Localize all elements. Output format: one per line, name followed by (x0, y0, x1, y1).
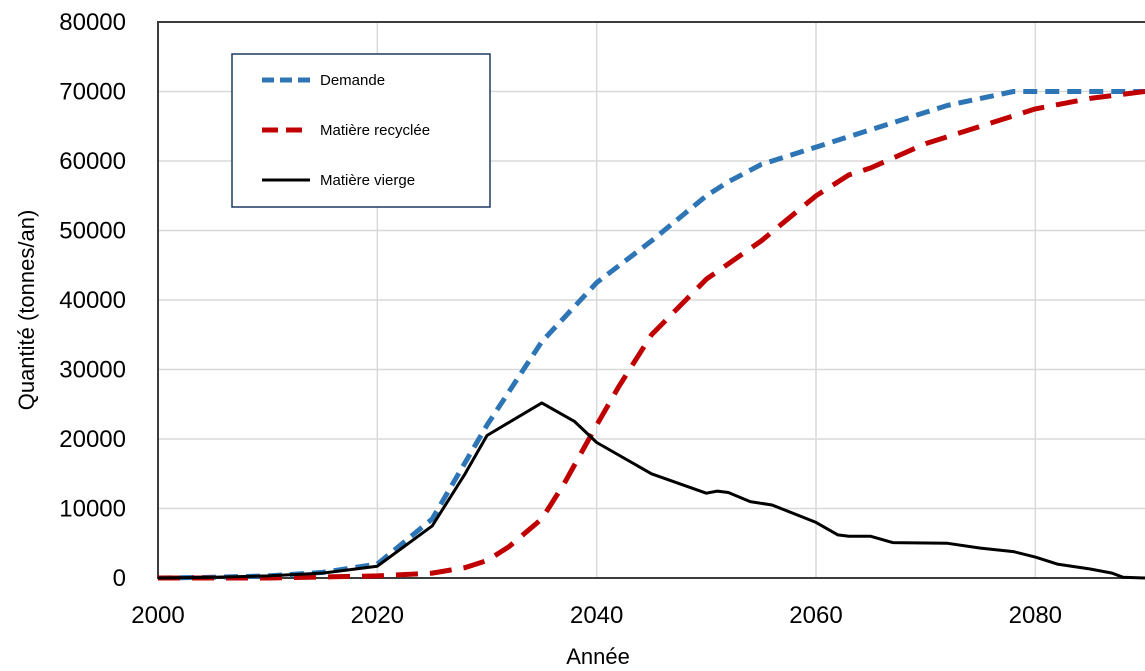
y-tick-label: 0 (113, 565, 126, 592)
y-axis-ticks: 0 10000 20000 30000 40000 50000 60000 70000 8000… (59, 9, 126, 592)
y-tick-label: 50000 (59, 218, 126, 245)
legend-label-0: Demande (320, 72, 385, 89)
y-tick-label: 10000 (59, 496, 126, 523)
y-tick-label: 40000 (59, 287, 126, 314)
y-tick-label: 70000 (59, 79, 126, 106)
legend: Demande Matière recyclée Matière vierge (231, 53, 491, 208)
plot-area-border (157, 21, 1145, 579)
x-tick-label: 2040 (570, 602, 623, 629)
series-line-2 (157, 401, 1145, 580)
y-tick-label: 30000 (59, 357, 126, 384)
series-line-1 (158, 89, 1145, 581)
x-tick-label: 2020 (351, 602, 404, 629)
series-line-0 (157, 89, 1145, 581)
legend-label-1: Matière recyclée (320, 122, 430, 139)
x-axis-ticks: 2000 2020 2040 2060 2080 (131, 602, 1062, 629)
x-tick-label: 2060 (789, 602, 842, 629)
y-tick-label: 60000 (59, 148, 126, 175)
legend-label-2: Matière vierge (320, 172, 415, 189)
y-axis-label: Quantité (tonnes/an) (14, 210, 39, 411)
x-axis-label: Année (566, 644, 630, 669)
x-tick-label: 2000 (131, 602, 184, 629)
x-tick-label: 2080 (1009, 602, 1062, 629)
y-tick-label: 20000 (59, 426, 126, 453)
y-tick-label: 80000 (59, 9, 126, 36)
series-layer (157, 89, 1145, 581)
